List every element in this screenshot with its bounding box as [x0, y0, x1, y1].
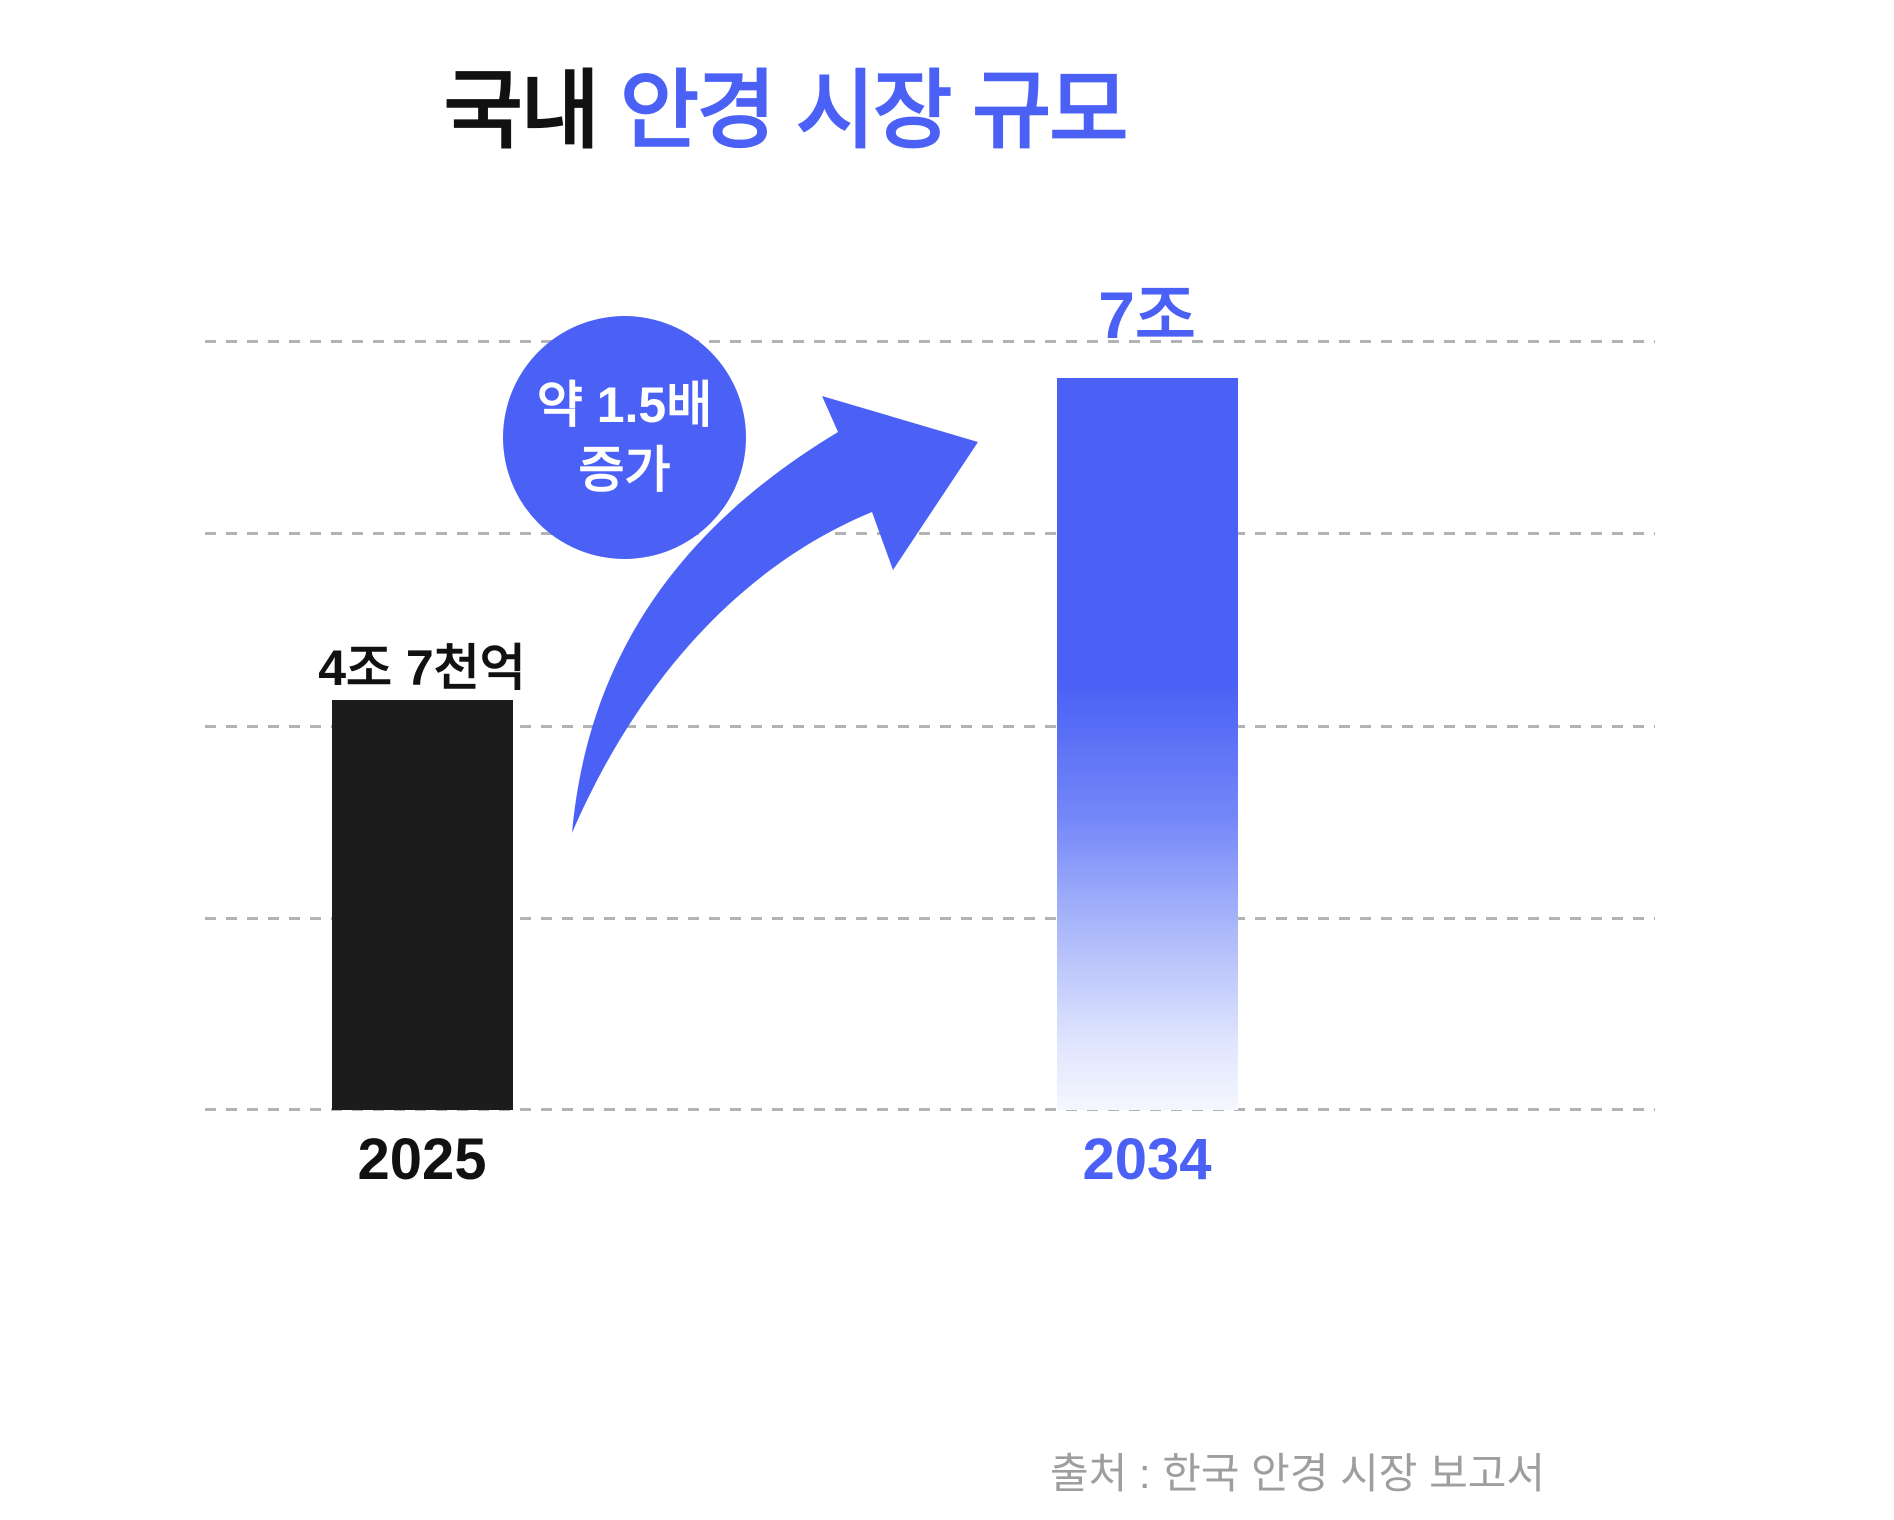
bar-2034 [1057, 378, 1238, 1110]
gridline-1 [205, 340, 1655, 343]
gridline-4 [205, 917, 1655, 920]
title-part-accent: 안경 시장 규모 [619, 63, 1129, 159]
bar-2025-value-label: 4조 7천억 [318, 640, 526, 696]
page-title: 국내 안경 시장 규모 [0, 62, 1570, 161]
title-part-black: 국내 [443, 63, 620, 159]
bar-2025 [332, 700, 513, 1110]
x-axis-label-2025: 2025 [357, 1127, 487, 1192]
bar-2034-value-label: 7조 [1098, 278, 1196, 352]
increase-badge-line2: 증가 [578, 441, 671, 498]
increase-badge: 약 1.5배 증가 [503, 316, 746, 559]
gridline-5 [205, 1108, 1655, 1111]
gridline-2 [205, 532, 1655, 535]
increase-badge-line1: 약 1.5배 [536, 376, 713, 433]
x-axis-label-2034: 2034 [1082, 1127, 1212, 1192]
source-caption: 출처 : 한국 안경 시장 보고서 [1049, 1450, 1545, 1497]
